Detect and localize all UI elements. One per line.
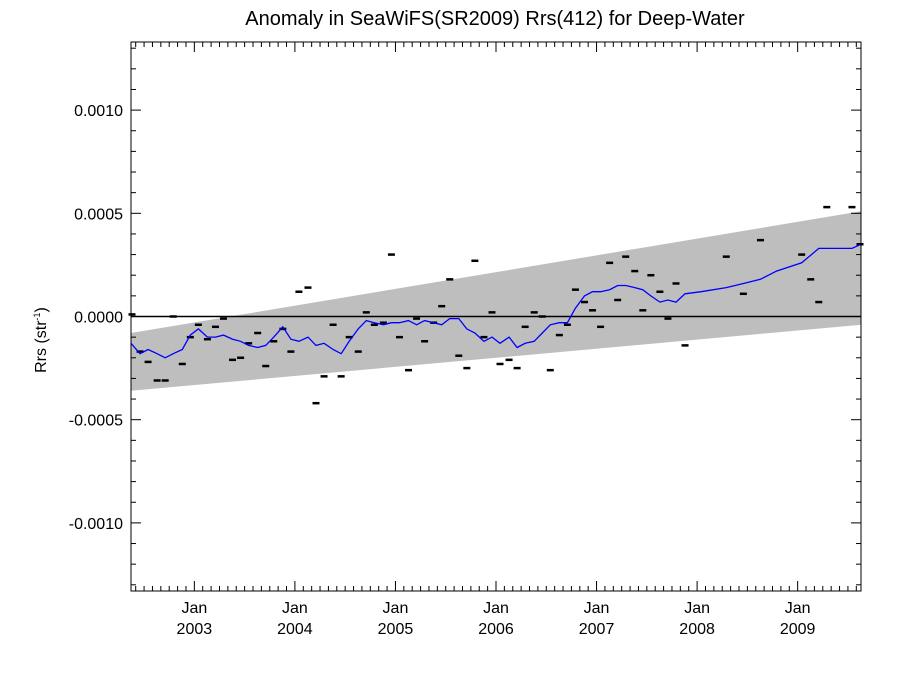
x-tick-month-6: Jan [785,600,811,617]
y-axis-label: Rrs (str-1) [32,307,50,373]
x-tick-month-3: Jan [483,600,509,617]
y-axis-label-sup: -1 [32,312,42,320]
x-tick-month-1: Jan [282,600,308,617]
x-tick-month-4: Jan [584,600,610,617]
chart-title: Anomaly in SeaWiFS(SR2009) Rrs(412) for … [245,8,745,30]
axes-layer [130,41,862,592]
x-tick-year-3: 2006 [478,621,514,638]
x-tick-year-6: 2009 [780,621,816,638]
x-tick-year-5: 2008 [679,621,715,638]
x-tick-year-2: 2005 [378,621,414,638]
running-mean-line [130,243,862,359]
uncertainty-band-layer [131,211,861,391]
uncertainty-band [131,211,861,391]
x-tick-month-5: Jan [684,600,710,617]
y-axis-label-close: ) [33,307,50,312]
x-tick-year-0: 2003 [177,621,213,638]
y-tick-label-2: 0.0000 [74,310,123,327]
y-axis-label-main: Rrs (str [33,320,50,373]
running-mean-layer [130,243,862,359]
y-tick-label-0: 0.0010 [74,103,123,120]
y-tick-label-4: -0.0010 [69,516,123,533]
y-tick-label-1: 0.0005 [74,206,123,223]
x-tick-month-0: Jan [181,600,207,617]
x-tick-month-2: Jan [383,600,409,617]
x-tick-year-4: 2007 [579,621,615,638]
y-tick-label-3: -0.0005 [69,413,123,430]
tick-labels-layer: 0.0010 0.0005 0.0000 -0.0005 -0.0010 Jan 2003 J… [69,103,816,638]
x-tick-year-1: 2004 [277,621,313,638]
